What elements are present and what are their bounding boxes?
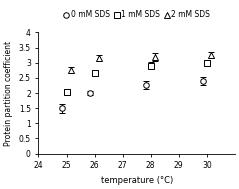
Y-axis label: Protein partition coefficient: Protein partition coefficient (4, 40, 13, 146)
Legend: 0 mM SDS, 1 mM SDS, 2 mM SDS: 0 mM SDS, 1 mM SDS, 2 mM SDS (62, 9, 211, 20)
X-axis label: temperature (°C): temperature (°C) (101, 176, 173, 185)
